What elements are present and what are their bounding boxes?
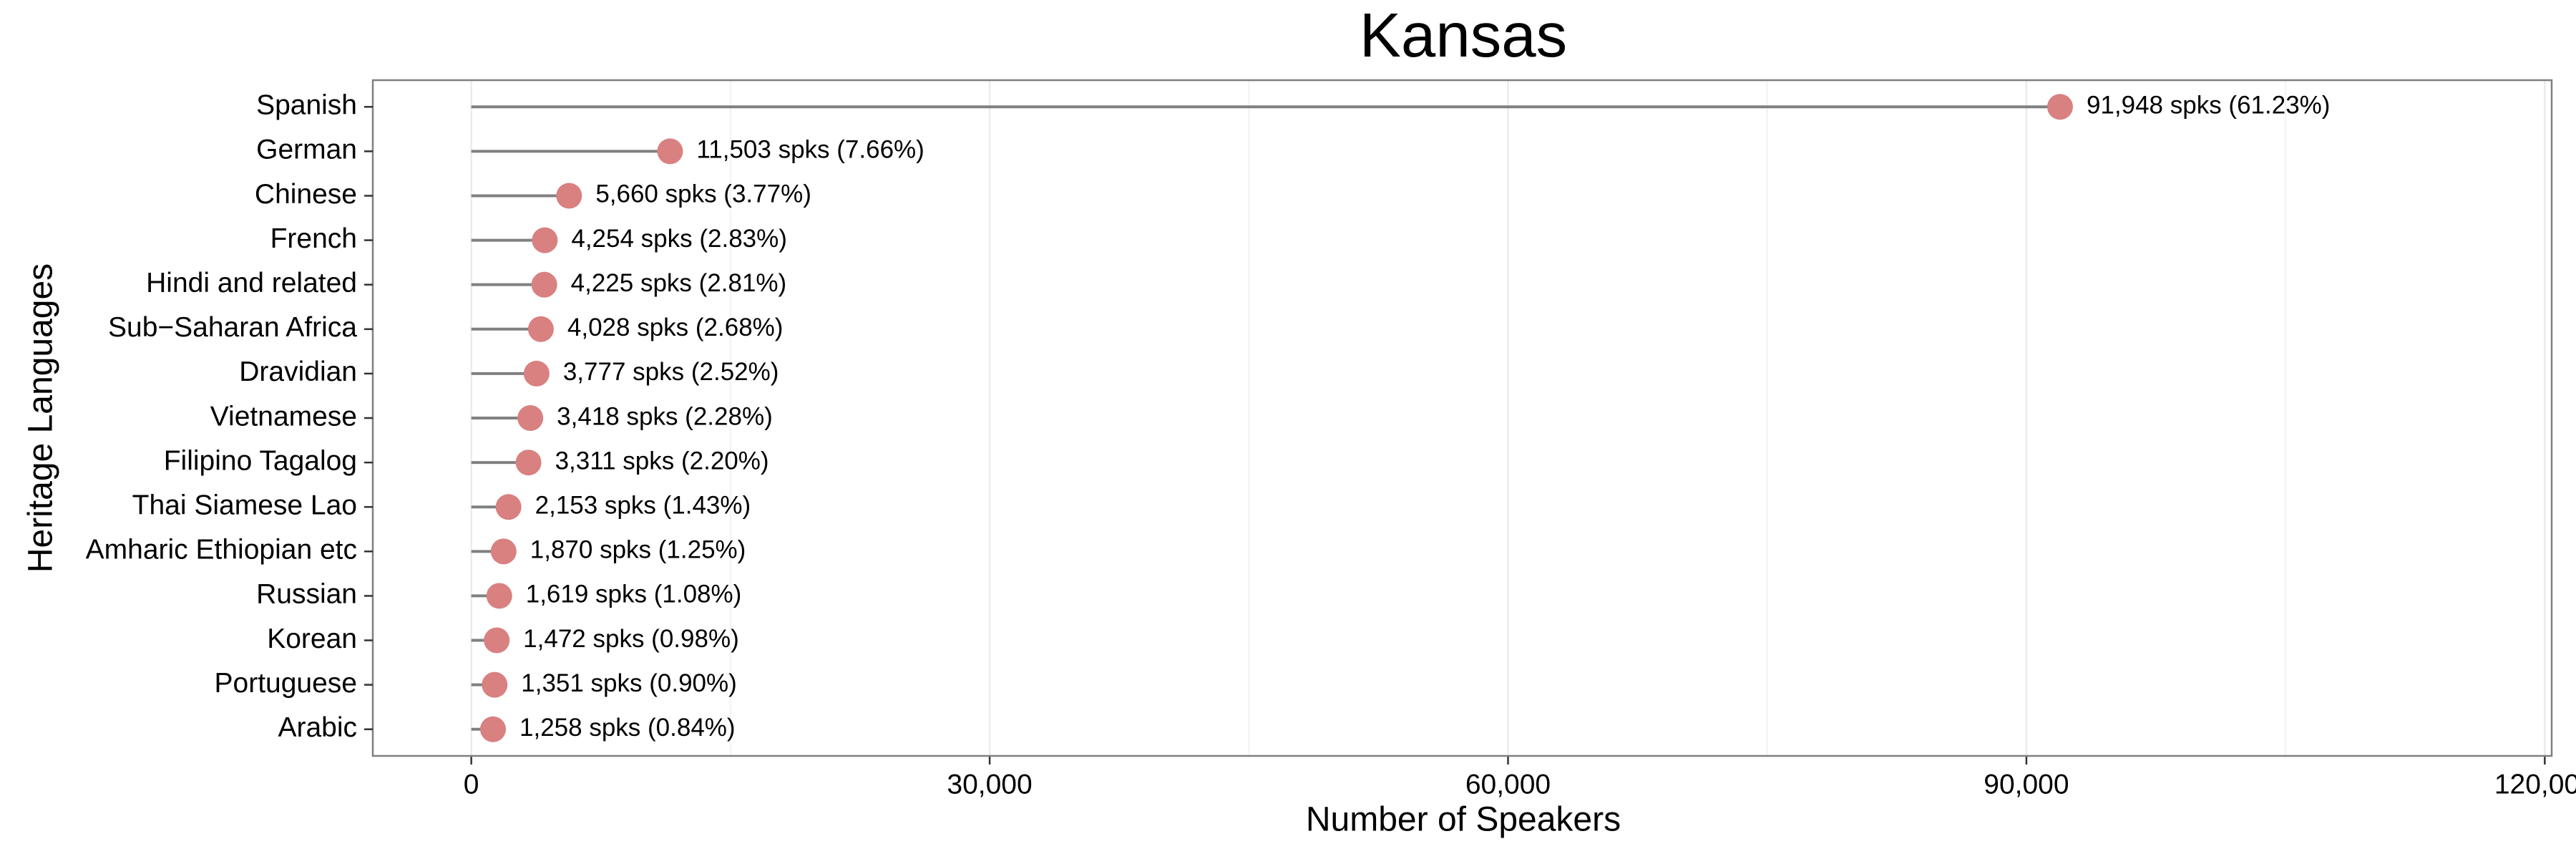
dot <box>482 671 508 698</box>
x-tick-label: 120,000 <box>2494 769 2576 800</box>
y-tick-label: Amharic Ethiopian etc <box>86 535 357 566</box>
y-tick-label: Vietnamese <box>210 401 357 432</box>
value-label: 2,153 spks (1.43%) <box>535 491 751 519</box>
value-label: 4,254 spks (2.83%) <box>571 225 787 253</box>
y-tick-label: German <box>256 135 357 165</box>
value-label: 4,028 spks (2.68%) <box>567 314 784 341</box>
y-tick-label: Dravidian <box>239 356 357 387</box>
x-tick-label: 30,000 <box>947 769 1032 800</box>
dot <box>2046 94 2073 120</box>
y-tick-label: Russian <box>256 579 357 610</box>
value-label: 1,472 spks (0.98%) <box>523 625 739 653</box>
value-label: 1,619 spks (1.08%) <box>526 581 742 608</box>
y-tick-label: Thai Siamese Lao <box>132 490 357 521</box>
value-label: 1,351 spks (0.90%) <box>521 669 737 697</box>
value-label: 91,948 spks (61.23%) <box>2087 92 2330 120</box>
dot <box>657 138 683 165</box>
dot <box>531 271 557 298</box>
dot <box>495 494 522 520</box>
y-tick-label: Sub−Saharan Africa <box>108 312 357 343</box>
x-tick-label: 90,000 <box>1984 769 2069 800</box>
y-tick-label: Arabic <box>278 712 357 743</box>
dot <box>480 716 507 742</box>
y-tick-label: Chinese <box>255 179 357 210</box>
y-axis-title: Heritage Languages <box>22 263 60 573</box>
y-tick-label: Filipino Tagalog <box>164 445 357 476</box>
value-label: 4,225 spks (2.81%) <box>571 269 787 297</box>
dot <box>517 405 544 431</box>
value-label: 3,418 spks (2.28%) <box>557 402 773 430</box>
dot <box>523 360 550 387</box>
chart-title: Kansas <box>1360 1 1567 70</box>
dot <box>484 627 510 654</box>
y-tick-label: Portuguese <box>215 668 357 699</box>
y-tick-label: Korean <box>267 623 357 654</box>
x-tick-label: 60,000 <box>1465 769 1551 800</box>
value-label: 3,311 spks (2.20%) <box>555 447 769 475</box>
value-label: 5,660 spks (3.77%) <box>595 180 811 208</box>
x-axis-title: Number of Speakers <box>1306 801 1621 839</box>
value-label: 3,777 spks (2.52%) <box>563 358 779 386</box>
value-label: 1,258 spks (0.84%) <box>519 714 736 742</box>
x-tick-label: 0 <box>464 769 479 800</box>
dot <box>532 227 558 253</box>
dot <box>486 583 512 609</box>
dot <box>515 450 542 476</box>
dot <box>527 316 554 342</box>
value-label: 11,503 spks (7.66%) <box>696 136 924 164</box>
y-tick-label: French <box>270 223 357 254</box>
value-label: 1,870 spks (1.25%) <box>530 536 746 564</box>
y-tick-label: Spanish <box>256 90 357 121</box>
dot <box>490 538 517 565</box>
y-tick-label: Hindi and related <box>146 268 357 299</box>
dot <box>556 183 582 209</box>
